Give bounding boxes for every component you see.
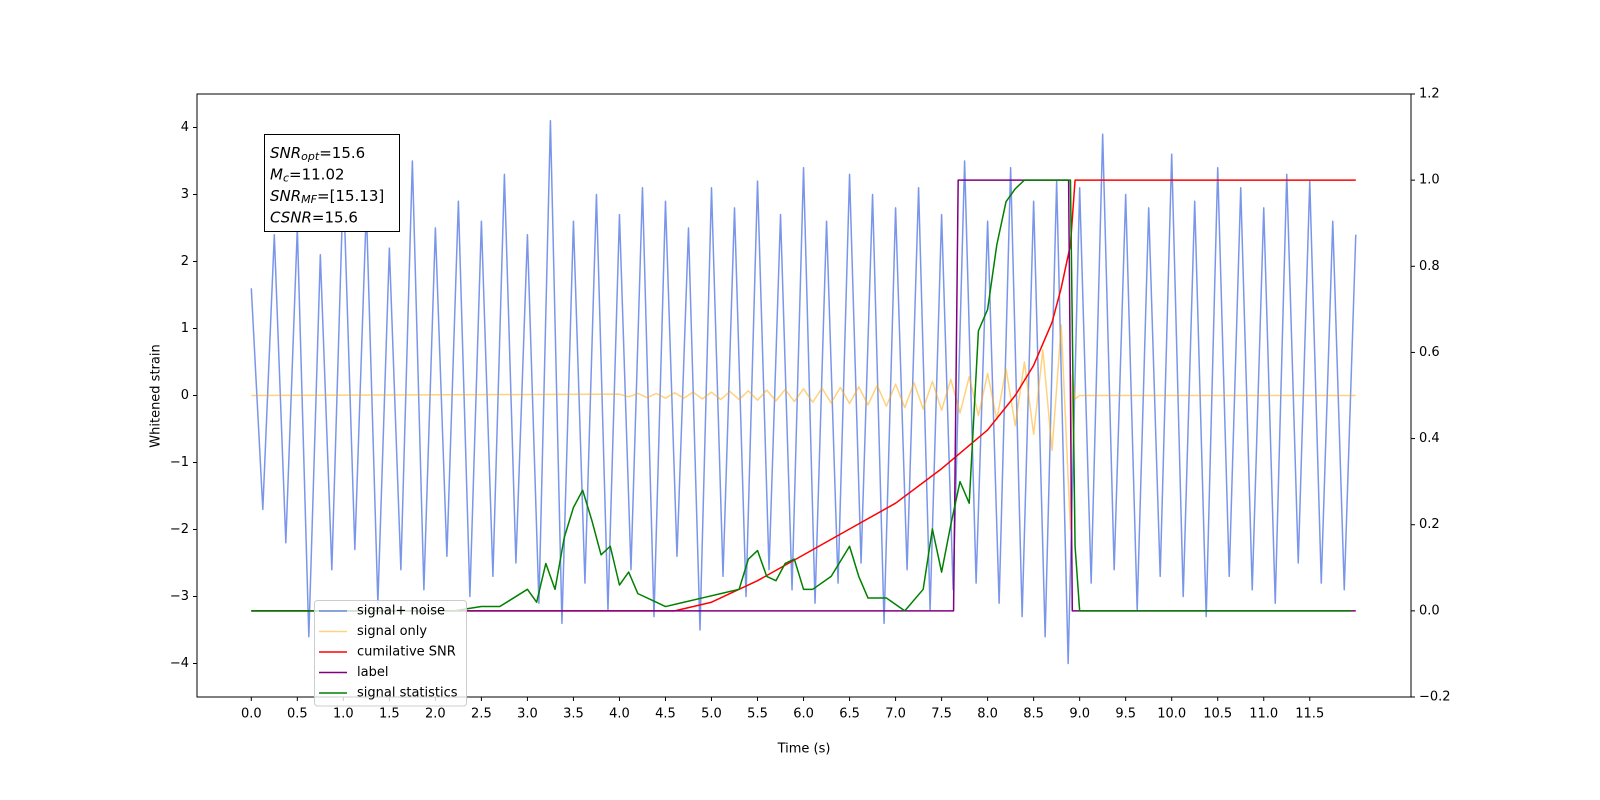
x-tick-label: 3.0 <box>517 707 538 722</box>
annotation-text: SNRopt=15.6 <box>270 144 365 164</box>
x-tick-label: 7.5 <box>931 707 952 722</box>
annotation-box <box>264 134 400 232</box>
y2-tick-label: 0.4 <box>1419 431 1440 446</box>
x-tick-label: 7.0 <box>885 707 906 722</box>
y2-tick-label: 0.2 <box>1419 517 1440 532</box>
annotation-name: CSNR <box>270 208 312 226</box>
x-tick-label: 8.5 <box>1023 707 1044 722</box>
y-tick-label: 4 <box>181 120 189 135</box>
y-tick-label: −3 <box>170 589 189 604</box>
y-tick-label: 3 <box>181 187 189 202</box>
y-tick-label: 2 <box>181 254 189 269</box>
annotation-value: =15.6 <box>312 208 358 226</box>
x-tick-label: 6.5 <box>839 707 860 722</box>
y2-tick-label: 0.6 <box>1419 345 1440 360</box>
annotation-name: M <box>270 165 283 183</box>
legend-box <box>314 600 467 707</box>
y-tick-label: 1 <box>181 321 189 336</box>
x-tick-label: 0.5 <box>287 707 308 722</box>
x-tick-label: 5.5 <box>747 707 768 722</box>
annotation-subscript: MF <box>301 193 317 206</box>
y2-tick-label: 0.8 <box>1419 259 1440 274</box>
x-axis-label: Time (s) <box>777 742 831 757</box>
x-tick-label: 1.5 <box>379 707 400 722</box>
x-tick-label: 11.0 <box>1249 707 1278 722</box>
annotation-value: =[15.13] <box>317 187 384 205</box>
y2-tick-label: 0.0 <box>1419 603 1440 618</box>
annotation-text: CSNR=15.6 <box>270 208 358 226</box>
x-tick-label: 9.0 <box>1069 707 1090 722</box>
legend-label: signal only <box>357 624 427 639</box>
x-tick-label: 9.5 <box>1115 707 1136 722</box>
series-line <box>251 179 1352 612</box>
y2-tick-label: 1.0 <box>1419 173 1440 188</box>
series-line <box>251 324 1356 531</box>
legend-label: signal statistics <box>357 686 458 701</box>
x-tick-label: 10.0 <box>1157 707 1186 722</box>
annotation-text: SNRMF=[15.13] <box>270 187 384 207</box>
legend-label: label <box>357 665 388 680</box>
annotation-name: SNR <box>270 144 301 162</box>
annotation-value: =11.02 <box>289 165 345 183</box>
x-tick-label: 11.5 <box>1295 707 1324 722</box>
x-tick-label: 6.0 <box>793 707 814 722</box>
series-line <box>250 120 1357 665</box>
annotation-name: SNR <box>270 187 301 205</box>
annotation-text: Mc=11.02 <box>270 165 345 185</box>
legend-label: cumilative SNR <box>357 645 456 660</box>
x-tick-label: 0.0 <box>241 707 262 722</box>
y2-tick-label: 1.2 <box>1419 87 1440 102</box>
x-tick-label: 1.0 <box>333 707 354 722</box>
x-tick-label: 3.5 <box>563 707 584 722</box>
annotation-subscript: opt <box>301 150 320 163</box>
x-tick-label: 2.0 <box>425 707 446 722</box>
annotation-subscript: c <box>283 172 289 185</box>
y-tick-label: −4 <box>170 656 189 671</box>
series-line <box>251 179 1356 612</box>
x-tick-label: 5.0 <box>701 707 722 722</box>
x-tick-label: 4.0 <box>609 707 630 722</box>
x-tick-label: 2.5 <box>471 707 492 722</box>
x-tick-label: 10.5 <box>1203 707 1232 722</box>
y2-tick-label: −0.2 <box>1419 690 1451 705</box>
annotation-value: =15.6 <box>319 144 365 162</box>
y-tick-label: −2 <box>170 522 189 537</box>
x-tick-label: 8.0 <box>977 707 998 722</box>
y-tick-label: 0 <box>181 388 189 403</box>
x-tick-label: 4.5 <box>655 707 676 722</box>
y-axis-label: Whitened strain <box>149 344 164 447</box>
y-tick-label: −1 <box>170 455 189 470</box>
legend-label: signal+ noise <box>357 604 445 619</box>
